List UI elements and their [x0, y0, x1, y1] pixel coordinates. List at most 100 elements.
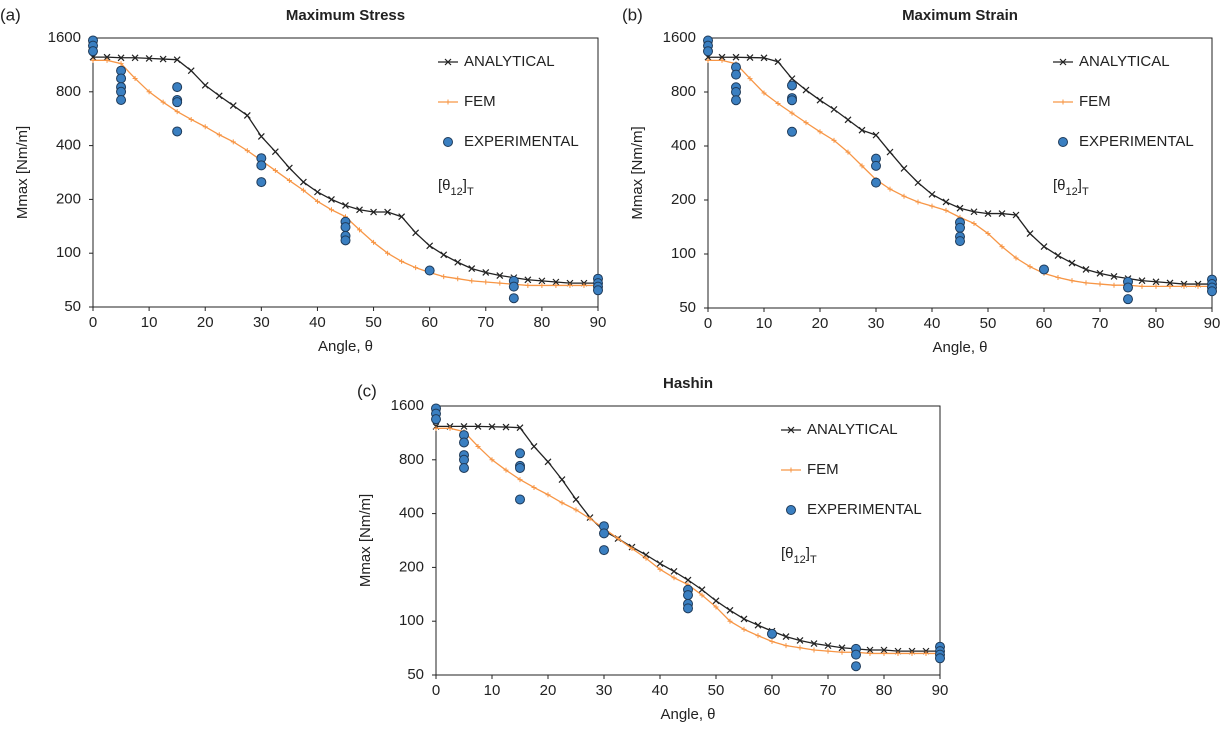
point-marker [516, 424, 524, 432]
x-tick-label: 90 [932, 682, 949, 699]
data-point [599, 545, 609, 556]
point-marker [216, 132, 222, 138]
point-marker [1152, 278, 1160, 286]
point-marker [769, 638, 775, 644]
point-marker [433, 425, 439, 431]
point-marker [103, 53, 111, 61]
point-marker [1027, 264, 1033, 270]
annotation-part: T [1082, 186, 1089, 198]
point-marker [572, 496, 580, 503]
point-marker [775, 101, 781, 107]
point-marker [796, 637, 804, 644]
point-marker [880, 646, 888, 654]
point-marker [858, 126, 866, 134]
point-marker [1054, 252, 1062, 259]
point-marker [671, 575, 677, 581]
y-tick-label: 800 [671, 83, 696, 100]
x-tick-label: 10 [756, 315, 773, 332]
point-marker [160, 99, 166, 105]
point-marker [385, 250, 391, 256]
point-marker [1195, 283, 1201, 289]
chart-title: Hashin [663, 375, 713, 392]
data-point [851, 661, 861, 672]
point-marker [956, 204, 964, 212]
point-marker [732, 53, 740, 61]
x-tick-label: 20 [540, 682, 557, 699]
point-marker [656, 560, 664, 568]
point-marker [657, 566, 663, 572]
annotation-part: T [467, 186, 474, 198]
data-point [1207, 286, 1217, 297]
point-marker [567, 282, 573, 288]
data-point [703, 46, 713, 57]
point-marker [929, 203, 935, 209]
point-marker [774, 58, 782, 66]
x-tick-label: 70 [820, 682, 837, 699]
point-marker [1083, 280, 1089, 286]
point-marker [328, 207, 334, 213]
legend-marker [445, 99, 451, 105]
legend-marker [444, 58, 452, 66]
data-point [935, 653, 945, 664]
point-marker [573, 507, 579, 513]
data-point [871, 160, 881, 171]
panel-label: (c) [357, 381, 377, 400]
y-tick-label: 100 [671, 245, 696, 262]
annotation-part: [θ [781, 545, 794, 562]
point-marker [831, 137, 837, 143]
y-tick-label: 400 [671, 137, 696, 154]
data-point [340, 235, 351, 246]
point-marker [909, 650, 915, 656]
data-point [731, 95, 741, 106]
point-marker [538, 277, 546, 285]
legend-marker [787, 426, 795, 434]
point-marker [705, 57, 711, 63]
point-marker [816, 96, 824, 104]
data-point [851, 649, 861, 660]
data-point [1123, 294, 1133, 305]
point-marker [173, 56, 181, 64]
point-marker [371, 239, 377, 245]
point-marker [782, 633, 790, 641]
point-marker [286, 178, 292, 184]
point-marker [872, 131, 880, 139]
annotation-part: 12 [1066, 186, 1078, 198]
point-marker [314, 188, 321, 196]
point-marker [838, 644, 846, 652]
y-axis-label: Mmax [Nm/m] [14, 126, 31, 219]
point-marker [454, 258, 462, 266]
point-marker [740, 615, 748, 623]
point-marker [698, 586, 706, 594]
x-tick-label: 80 [876, 682, 893, 699]
y-tick-label: 100 [56, 244, 81, 261]
point-marker [132, 75, 138, 81]
point-marker [356, 206, 363, 214]
point-marker [342, 202, 349, 209]
x-tick-label: 40 [309, 314, 326, 331]
legend-marker [1060, 99, 1066, 105]
point-marker [760, 54, 768, 62]
x-tick-label: 60 [1036, 315, 1053, 332]
y-tick-label: 50 [679, 299, 696, 316]
point-marker [901, 193, 907, 199]
data-point [787, 80, 797, 91]
point-marker [441, 274, 447, 280]
y-tick-label: 50 [407, 666, 424, 683]
point-marker [1167, 283, 1173, 289]
x-tick-label: 30 [596, 682, 613, 699]
y-tick-label: 50 [64, 298, 81, 315]
point-marker [131, 54, 139, 62]
point-marker [285, 164, 293, 172]
x-tick-label: 50 [980, 315, 997, 332]
point-marker [881, 650, 887, 656]
point-marker [830, 105, 838, 113]
legend-marker [786, 505, 796, 515]
data-point [459, 462, 469, 473]
point-marker [502, 423, 510, 431]
point-marker [747, 76, 753, 82]
point-marker [789, 110, 795, 116]
point-marker [1138, 277, 1146, 285]
point-marker [643, 555, 649, 561]
data-point [116, 73, 127, 84]
point-marker [1068, 259, 1076, 267]
